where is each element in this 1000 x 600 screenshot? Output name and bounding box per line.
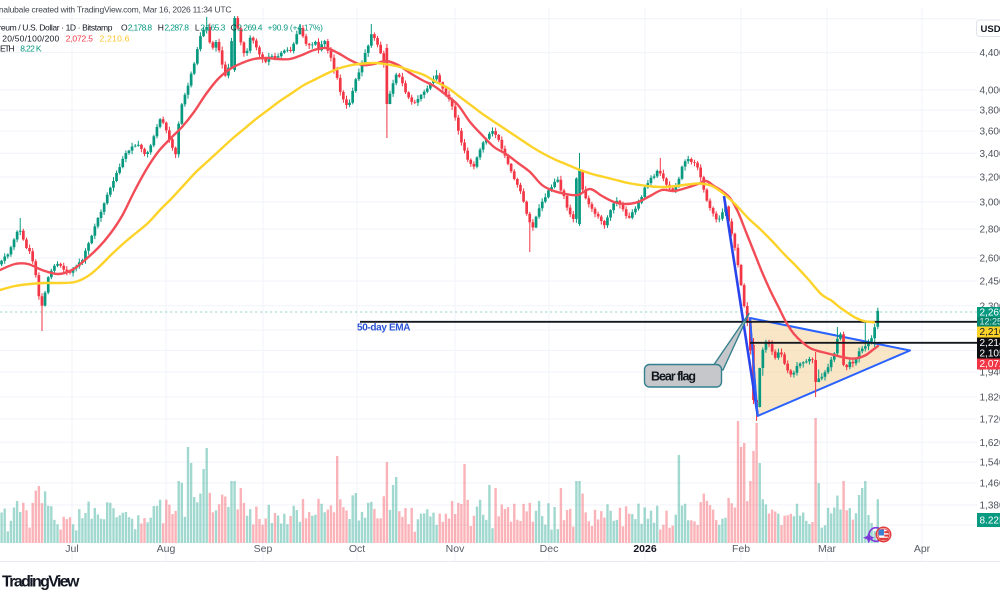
svg-text:3,600: 3,600 <box>980 127 1000 138</box>
svg-text:Apr: Apr <box>914 543 931 555</box>
svg-text:Dec: Dec <box>540 543 559 555</box>
svg-text:1,940: 1,940 <box>980 368 1000 379</box>
svg-text:2,800: 2,800 <box>980 225 1000 236</box>
svg-text:1,460: 1,460 <box>980 479 1000 490</box>
svg-text:2026: 2026 <box>633 543 657 555</box>
svg-text:2,269.4: 2,269.4 <box>980 307 1000 318</box>
svg-text:Ethereum / U.S. Dollar · 1D ·: Ethereum / U.S. Dollar · 1D · Bitstamp <box>0 22 113 32</box>
svg-text:Mar: Mar <box>818 543 837 555</box>
svg-text:3,000: 3,000 <box>980 198 1000 209</box>
svg-text:ETH: ETH <box>0 44 15 54</box>
svg-text:2,287.8: 2,287.8 <box>164 22 189 32</box>
svg-text:TradingView: TradingView <box>2 574 80 591</box>
svg-text:2,450: 2,450 <box>980 277 1000 288</box>
svg-text:H: H <box>158 22 164 32</box>
svg-text:2,072.5: 2,072.5 <box>66 33 94 43</box>
svg-text:Sep: Sep <box>254 543 273 555</box>
svg-text:1,540: 1,540 <box>980 458 1000 469</box>
svg-text:3,800: 3,800 <box>980 106 1000 117</box>
svg-text:Oct: Oct <box>349 543 365 555</box>
svg-text:O: O <box>121 22 128 32</box>
svg-text:2,300: 2,300 <box>980 301 1000 312</box>
svg-text:Nov: Nov <box>446 543 465 555</box>
svg-text:2,269.4: 2,269.4 <box>237 22 263 32</box>
svg-text:2,600: 2,600 <box>980 254 1000 265</box>
svg-text:12:25:13: 12:25:13 <box>980 317 1000 327</box>
svg-text:L: L <box>195 22 200 32</box>
svg-text:+90.9 (+4.17%): +90.9 (+4.17%) <box>268 22 324 32</box>
svg-text:3,400: 3,400 <box>980 149 1000 160</box>
svg-text:8.22K: 8.22K <box>980 515 1000 526</box>
svg-text:2,072.5: 2,072.5 <box>980 359 1000 370</box>
svg-text:8.22 K: 8.22 K <box>20 44 42 54</box>
svg-text:C: C <box>231 22 237 32</box>
svg-text:1,720: 1,720 <box>980 415 1000 426</box>
svg-text:1,620: 1,620 <box>980 438 1000 449</box>
svg-text:1,380: 1,380 <box>980 501 1000 512</box>
svg-text:3,200: 3,200 <box>980 173 1000 184</box>
svg-text:1,820: 1,820 <box>980 393 1000 404</box>
svg-text:USD: USD <box>981 24 1000 35</box>
svg-text:Feb: Feb <box>732 543 750 555</box>
svg-text:2,214.1: 2,214.1 <box>980 338 1000 349</box>
svg-text:Jul: Jul <box>65 543 78 555</box>
svg-text:50-day EMA: 50-day EMA <box>357 323 411 334</box>
svg-text:Bear flag: Bear flag <box>651 370 696 384</box>
svg-text:2,165.3: 2,165.3 <box>200 22 225 32</box>
svg-text:Ssemanalubale created with Tra: Ssemanalubale created with TradingView.c… <box>0 4 232 14</box>
svg-text:4,000: 4,000 <box>980 86 1000 97</box>
svg-text:2,210.6: 2,210.6 <box>100 33 130 43</box>
svg-text:2,105.6: 2,105.6 <box>980 348 1000 359</box>
svg-text:2,178.8: 2,178.8 <box>128 22 153 32</box>
svg-text:4,400: 4,400 <box>980 48 1000 59</box>
svg-text:2,210.6: 2,210.6 <box>980 327 1000 338</box>
svg-text:Aug: Aug <box>157 543 176 555</box>
svg-text:EMA 20/50/100/200: EMA 20/50/100/200 <box>0 33 59 43</box>
